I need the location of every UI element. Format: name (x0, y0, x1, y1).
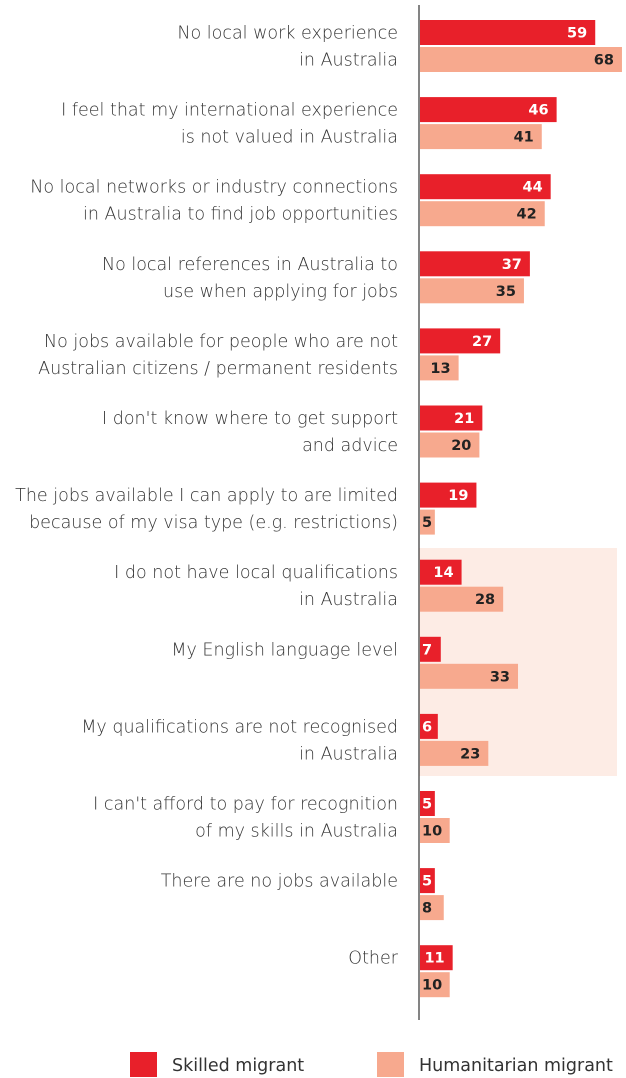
bar (420, 251, 530, 277)
value-label: 44 (522, 180, 542, 196)
bar (420, 174, 551, 200)
category-label: in Australia to find job opportunities (83, 205, 398, 225)
value-label: 41 (514, 130, 534, 146)
bar (420, 201, 545, 227)
value-label: 5 (422, 797, 432, 813)
value-label: 13 (430, 361, 450, 377)
bar (420, 97, 557, 123)
bar (420, 278, 524, 304)
value-label: 59 (567, 26, 587, 42)
value-label: 11 (424, 951, 444, 967)
highlight-region (419, 548, 617, 776)
bar (420, 740, 489, 766)
bar (420, 972, 450, 998)
value-label: 46 (528, 103, 548, 119)
category-label: in Australia (299, 744, 398, 764)
value-label: 68 (594, 53, 614, 69)
value-label: 20 (451, 438, 471, 454)
bar (420, 432, 480, 458)
bar (420, 47, 622, 72)
value-label: 5 (422, 874, 432, 890)
category-label: use when applying for jobs (163, 282, 398, 302)
bar (420, 663, 519, 689)
bar (420, 713, 438, 739)
value-label: 21 (454, 411, 474, 427)
value-label: 28 (475, 592, 495, 608)
category-label: because of my visa type (e.g. restrictio… (29, 513, 398, 533)
bar (420, 945, 453, 971)
category-label: in Australia (299, 590, 398, 610)
category-label: I feel that my international experience (61, 101, 398, 121)
bar (420, 636, 441, 662)
value-label: 23 (460, 746, 480, 762)
value-label: 27 (472, 334, 492, 350)
bar (420, 818, 450, 843)
category-label: and advice (302, 436, 398, 456)
bar (420, 791, 435, 816)
category-label: No local work experience (177, 24, 398, 44)
value-label: 19 (448, 488, 468, 504)
bar (420, 895, 444, 921)
category-label: I can't afford to pay for recognition (93, 795, 398, 815)
value-label: 14 (433, 565, 453, 581)
value-label: 10 (422, 978, 442, 994)
legend-swatch (130, 1052, 157, 1077)
category-label: is not valued in Australia (181, 128, 398, 148)
bar (420, 509, 435, 535)
value-label: 42 (517, 207, 537, 223)
bar (420, 482, 477, 508)
category-label: My qualifications are not recognised (81, 717, 398, 737)
value-label: 35 (496, 284, 516, 300)
category-label: No jobs available for people who are not (44, 332, 398, 352)
legend-swatch (377, 1052, 404, 1077)
bar (420, 586, 504, 612)
value-label: 6 (422, 719, 432, 735)
category-label: I don't know where to get support (102, 409, 398, 429)
category-label: I do not have local qualifications (114, 563, 398, 583)
value-label: 33 (490, 669, 510, 685)
category-label: in Australia (299, 51, 398, 71)
category-label: No local references in Australia to (102, 255, 398, 275)
category-label: My English language level (171, 640, 398, 660)
legend-label: Skilled migrant (172, 1056, 304, 1076)
bar (420, 405, 483, 431)
value-label: 5 (422, 515, 432, 531)
category-label: There are no jobs available (161, 872, 398, 892)
category-label: The jobs available I can apply to are li… (15, 486, 398, 506)
bar (420, 559, 462, 585)
value-label: 7 (422, 642, 432, 658)
category-label: of my skills in Australia (195, 822, 398, 842)
category-label: Australian citizens / permanent resident… (38, 359, 398, 379)
bar (420, 20, 596, 45)
category-label: No local networks or industry connection… (30, 178, 398, 198)
bar (420, 355, 459, 381)
value-label: 8 (422, 901, 432, 917)
value-label: 10 (422, 824, 442, 840)
bar (420, 868, 435, 894)
legend-label: Humanitarian migrant (419, 1056, 613, 1076)
plot (420, 20, 622, 998)
bar (420, 124, 542, 150)
value-label: 37 (502, 257, 522, 273)
bar (420, 328, 501, 354)
category-label: Other (348, 949, 398, 969)
